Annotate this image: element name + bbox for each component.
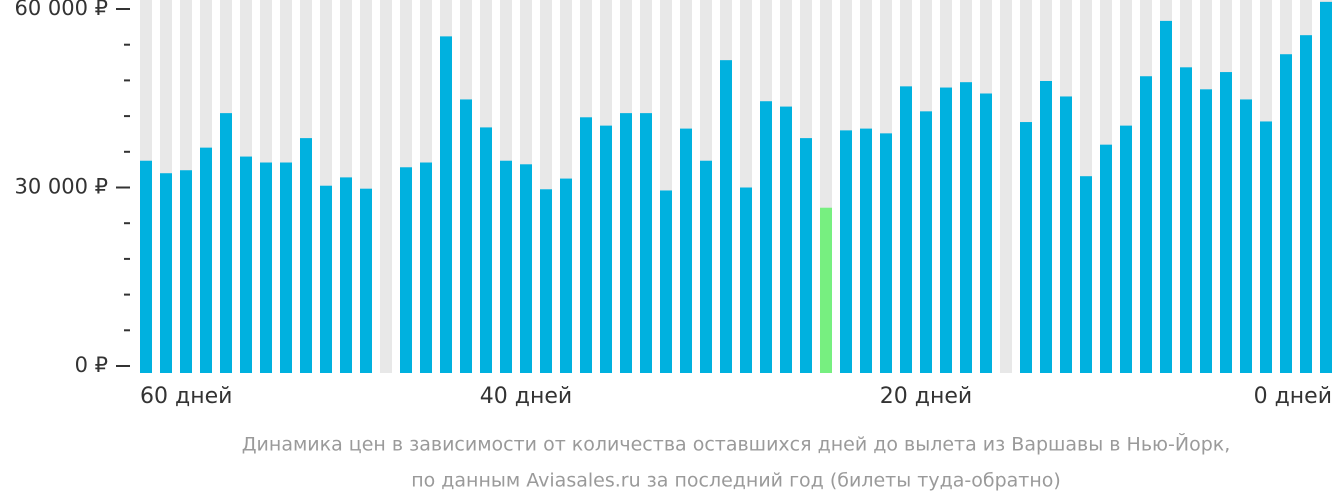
bar [580, 117, 592, 373]
bar [1100, 144, 1112, 373]
bar [820, 207, 832, 373]
bar [1300, 35, 1312, 374]
bar [860, 128, 872, 373]
bar [1140, 76, 1152, 374]
bar [1020, 122, 1032, 373]
bar [1060, 96, 1072, 373]
bar [960, 82, 972, 373]
x-tick-label: 0 дней [1254, 384, 1332, 409]
bar [500, 160, 512, 373]
bar [440, 36, 452, 374]
bar [620, 113, 632, 373]
bar [280, 162, 292, 373]
bar [1160, 20, 1172, 374]
bar [800, 138, 812, 373]
bar [840, 130, 852, 373]
bar [260, 162, 272, 373]
bar [400, 167, 412, 373]
column-stripe [1000, 0, 1012, 373]
column-stripe [380, 0, 392, 373]
bar [920, 111, 932, 373]
y-tick-label: 60 000 ₽ [14, 0, 108, 20]
bar [780, 106, 792, 373]
bar [300, 138, 312, 373]
bar [660, 190, 672, 373]
bar [240, 156, 252, 373]
bar [480, 127, 492, 373]
bar [1120, 125, 1132, 374]
bar [980, 93, 992, 374]
bar [720, 60, 732, 374]
bar [420, 162, 432, 373]
bar [1220, 72, 1232, 373]
x-tick-label: 20 дней [880, 384, 972, 409]
bar [1180, 67, 1192, 373]
bar [1320, 1, 1332, 374]
caption: Динамика цен в зависимости от количества… [242, 433, 1231, 456]
bar [700, 160, 712, 373]
bar [600, 125, 612, 374]
bar [520, 164, 532, 373]
bar [320, 185, 332, 373]
bar [760, 101, 772, 373]
bar [940, 87, 952, 373]
bar [220, 113, 232, 373]
bar [1280, 54, 1292, 373]
bar [340, 177, 352, 373]
bar [160, 173, 172, 373]
bar [740, 187, 752, 373]
bar [880, 133, 892, 373]
bar [180, 170, 192, 373]
x-tick-label: 40 дней [480, 384, 572, 409]
caption: по данным Aviasales.ru за последний год … [411, 470, 1061, 492]
bar [1200, 89, 1212, 373]
y-tick-label: 30 000 ₽ [14, 175, 108, 199]
bar [200, 147, 212, 373]
bar [640, 113, 652, 373]
bar [1260, 121, 1272, 373]
bar [680, 128, 692, 373]
bar [1080, 176, 1092, 373]
bar [560, 178, 572, 373]
bar [1040, 80, 1052, 374]
bar [140, 160, 152, 373]
x-tick-label: 60 дней [140, 384, 232, 409]
bar [1240, 99, 1252, 373]
bar [540, 189, 552, 373]
y-tick-label: 0 ₽ [75, 353, 108, 377]
bar [460, 99, 472, 373]
bar [900, 86, 912, 373]
bar [360, 188, 372, 373]
